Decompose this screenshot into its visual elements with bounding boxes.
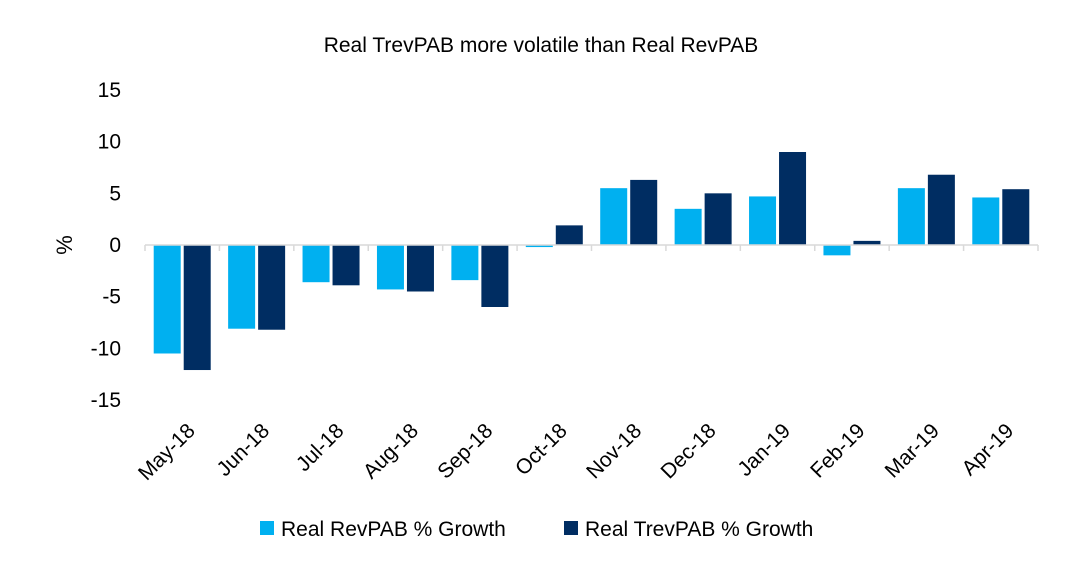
bar-trevpab-aug-18 [406,245,434,292]
bar-revpab-sep-18 [451,245,479,281]
bar-revpab-jun-18 [228,245,256,329]
legend-swatch-revpab [260,521,274,535]
bar-trevpab-jul-18 [332,245,360,286]
x-tick-label: Jan-19 [733,419,795,481]
x-tick-label: Mar-19 [881,419,944,482]
bar-trevpab-dec-18 [704,193,732,245]
y-axis-label: % [52,235,77,255]
legend-label-trevpab: Real TrevPAB % Growth [585,518,813,541]
bar-revpab-jan-19 [749,196,777,245]
bar-trevpab-feb-19 [853,240,881,245]
x-tick-label: Apr-19 [957,419,1018,480]
bar-revpab-jul-18 [302,245,330,283]
bar-revpab-nov-18 [600,188,628,245]
bar-trevpab-sep-18 [481,245,509,307]
y-tick-label: 10 [98,131,121,154]
x-tick-label: Jul-18 [292,419,349,476]
legend-swatch-trevpab [564,521,578,535]
bar-revpab-dec-18 [674,208,702,245]
y-tick-label: -15 [91,389,121,412]
bar-trevpab-apr-19 [1002,189,1030,245]
bar-trevpab-may-18 [183,245,211,371]
x-tick-label: Jun-18 [212,419,274,481]
x-tick-label: Aug-18 [359,419,423,483]
bar-trevpab-mar-19 [927,174,955,245]
bar-revpab-aug-18 [376,245,404,290]
legend: Real RevPAB % Growth Real TrevPAB % Growt… [260,518,813,541]
bar-trevpab-jan-19 [779,152,807,245]
bar-revpab-apr-19 [972,197,1000,245]
y-tick-label: -10 [91,337,121,360]
x-axis-tick-marks [144,245,1039,251]
x-tick-label: Sep-18 [433,419,497,483]
bar-trevpab-oct-18 [555,225,583,245]
bar-trevpab-nov-18 [630,179,658,245]
bars [153,152,1030,371]
bar-trevpab-jun-18 [258,245,286,330]
y-tick-label: 15 [98,79,121,102]
bar-revpab-feb-19 [823,245,851,256]
x-tick-label: Feb-19 [806,419,869,482]
x-axis-labels: May-18 Jun-18 Jul-18 Aug-18 Sep-18 Oct-18 Nov-… [134,419,1018,485]
y-tick-label: 0 [109,234,121,257]
y-tick-label: -5 [102,286,121,309]
legend-label-revpab: Real RevPAB % Growth [281,518,506,541]
x-tick-label: Nov-18 [582,419,646,483]
y-tick-label: 5 [109,182,121,205]
x-tick-label: Oct-18 [511,419,572,480]
chart-title: Real TrevPAB more volatile than Real Rev… [324,34,759,57]
x-tick-label: Dec-18 [657,419,721,483]
bar-revpab-mar-19 [897,188,925,245]
bar-revpab-oct-18 [525,245,553,248]
bar-revpab-may-18 [153,245,181,354]
y-axis-ticks: 15 10 5 0 -5 -10 -15 [91,79,121,412]
x-tick-label: May-18 [134,419,200,485]
